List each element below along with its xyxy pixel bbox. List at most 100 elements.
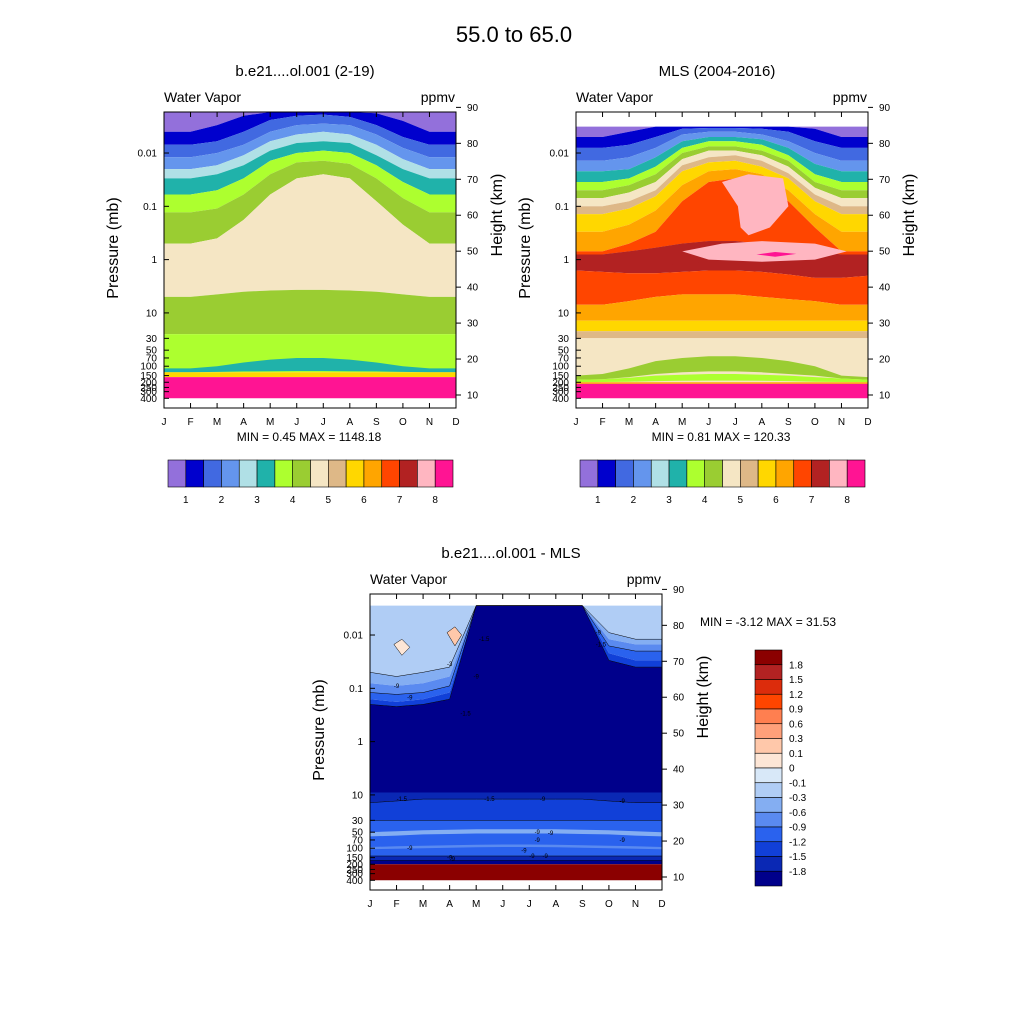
colorbar-label: 1	[183, 495, 189, 506]
contour-band	[576, 169, 868, 252]
y2-tick-label: 40	[467, 283, 479, 294]
colorbar-swatch	[846, 459, 866, 488]
contour-label: -9	[596, 631, 602, 637]
contour-field	[576, 112, 868, 408]
colorbar: 1.8 1.5 1.2 0.9 0.6 0.3 0.1 0 -0.1 -0.3 -0.6 -0.9 -1…	[754, 649, 807, 887]
contour-band	[370, 792, 662, 803]
contour-band	[576, 331, 868, 339]
x-tick-label: A	[552, 899, 559, 910]
contour-label: -9	[450, 857, 456, 863]
contour-blob	[446, 626, 462, 647]
colorbar-label: 1.8	[789, 660, 803, 671]
colorbar-swatch	[185, 459, 204, 488]
colorbar-label: -0.9	[789, 823, 807, 834]
x-tick-label: O	[811, 417, 819, 428]
x-tick-label: M	[419, 899, 427, 910]
x-tick-label: O	[605, 899, 613, 910]
colorbar-swatch	[686, 459, 705, 488]
y-tick-label: 150	[552, 371, 569, 382]
colorbar-swatch	[754, 782, 783, 798]
y-tick-label: 0.1	[349, 684, 363, 695]
y-tick-label: 200	[552, 378, 569, 389]
left-label: Water Vapor	[576, 89, 653, 105]
colorbar-swatch	[754, 752, 783, 769]
y-tick-label: 250	[140, 383, 157, 394]
y2-tick-label: 80	[673, 621, 685, 632]
colorbar-label: 8	[844, 495, 850, 506]
colorbar-label: -1.5	[789, 852, 807, 863]
contour-band	[164, 160, 456, 244]
x-tick-label: M	[678, 417, 686, 428]
left-label: Water Vapor	[164, 89, 241, 105]
contour-label: -9	[543, 854, 549, 860]
y-tick-label: 250	[346, 865, 363, 876]
x-tick-label: J	[368, 899, 373, 910]
colorbar-label: 7	[397, 495, 403, 506]
x-tick-label: A	[240, 417, 247, 428]
x-tick-label: J	[162, 417, 167, 428]
y-tick-label: 50	[352, 828, 364, 839]
colorbar-swatch	[754, 723, 783, 739]
contour-band	[164, 289, 456, 335]
contour-blob	[682, 241, 847, 262]
x-tick-label: S	[785, 417, 792, 428]
y2-tick-label: 40	[673, 765, 685, 776]
y2-tick-label: 90	[879, 103, 891, 114]
y-tick-label: 100	[552, 362, 569, 373]
colorbar-label: 8	[432, 495, 438, 506]
contour-label: -9	[474, 674, 480, 680]
colorbar-swatch	[579, 459, 599, 488]
panel-title: b.e21....ol.001 (2-19)	[235, 63, 374, 80]
contour-blob	[393, 638, 411, 656]
colorbar-swatch	[345, 459, 365, 488]
y-tick-label: 50	[146, 346, 158, 357]
x-tick-label: S	[579, 899, 586, 910]
x-tick-label: J	[294, 417, 299, 428]
x-tick-label: M	[213, 417, 221, 428]
contour-label: -9	[540, 797, 546, 803]
panel-model: b.e21....ol.001 (2-19) Water Vapor ppmv J F M…	[105, 63, 506, 506]
colorbar-swatch	[754, 856, 783, 872]
colorbar-swatch	[310, 459, 329, 488]
y-tick-label: 10	[146, 308, 158, 319]
colorbar-swatch	[238, 459, 258, 488]
contour-band	[370, 844, 662, 850]
y-tick-label: 30	[352, 816, 364, 827]
contour-band	[370, 820, 662, 856]
contour-band	[576, 146, 868, 199]
colorbar-swatch	[740, 459, 759, 488]
y-tick-label: 0.01	[138, 149, 158, 160]
contour-band	[370, 860, 662, 865]
contour-label: -1.5	[484, 797, 495, 803]
colorbar-swatch	[757, 459, 777, 488]
y2-tick-label: 80	[879, 139, 891, 150]
x-tick-label: M	[625, 417, 633, 428]
y-tick-label: 100	[140, 362, 157, 373]
contour-band	[576, 320, 868, 332]
contour-label: -9	[521, 848, 527, 854]
contour-label: -9	[620, 799, 626, 805]
colorbar-swatch	[328, 459, 347, 488]
y2-tick-label: 90	[467, 103, 479, 114]
colorbar-label: 5	[326, 495, 332, 506]
y-tick-label: 100	[346, 844, 363, 855]
y-tick-label: 0.01	[344, 631, 364, 642]
x-tick-label: J	[500, 899, 505, 910]
colorbar-label: 1.5	[789, 675, 803, 686]
colorbar-label: -0.6	[789, 808, 807, 819]
colorbar-label: 0	[789, 764, 795, 775]
contour-band	[576, 126, 868, 137]
y-tick-label: 10	[558, 308, 570, 319]
contour-blob	[722, 174, 789, 236]
x-tick-label: A	[446, 899, 453, 910]
colorbar-label: 3	[254, 495, 260, 506]
x-tick-label: F	[187, 417, 193, 428]
contour-label: -9	[535, 830, 541, 836]
contour-band	[576, 155, 868, 215]
panel-title: b.e21....ol.001 - MLS	[441, 545, 580, 562]
y2-tick-label: 20	[879, 355, 891, 366]
x-tick-label: J	[321, 417, 326, 428]
contour-band	[576, 160, 868, 232]
colorbar-label: 6	[773, 495, 779, 506]
contour-label: -9	[529, 854, 535, 860]
